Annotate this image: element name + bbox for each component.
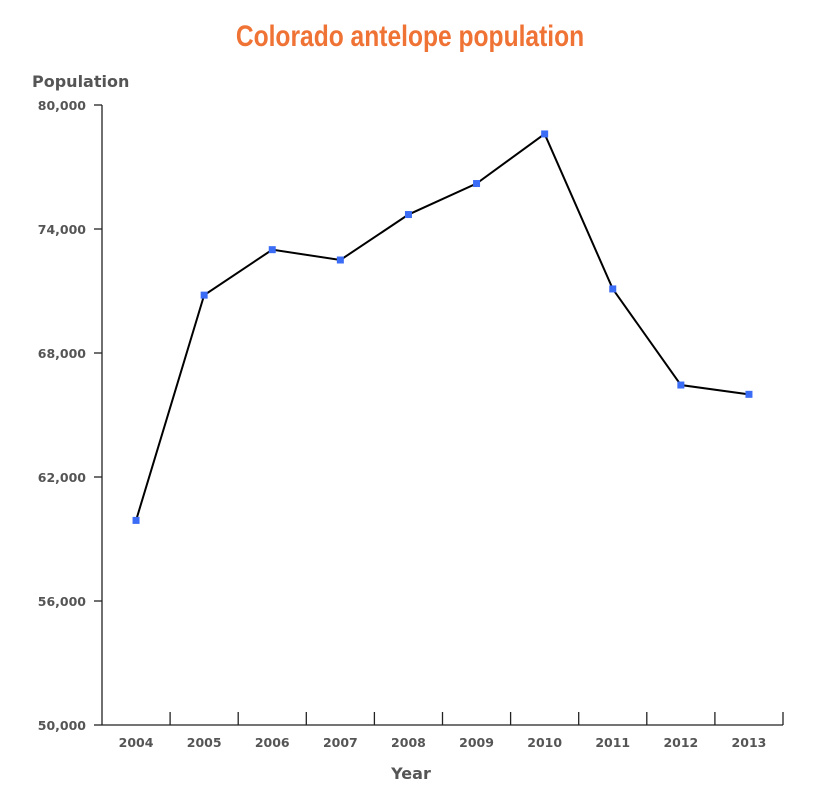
y-tick-label: 80,000	[38, 98, 87, 113]
data-point	[336, 256, 344, 264]
x-tick-label: 2008	[391, 735, 426, 750]
y-tick-label: 50,000	[38, 718, 87, 733]
x-tick-label: 2005	[187, 735, 222, 750]
data-point	[745, 390, 753, 398]
x-tick-label: 2004	[119, 735, 154, 750]
data-point	[132, 516, 140, 524]
chart-title: Colorado antelope population	[236, 19, 584, 53]
x-tick-label: 2007	[323, 735, 358, 750]
x-tick-label: 2010	[527, 735, 562, 750]
x-axis-label: Year	[390, 764, 431, 783]
series-line	[135, 132, 750, 521]
data-point	[200, 291, 208, 299]
y-axis-label: Population	[32, 72, 129, 91]
data-point	[404, 211, 412, 219]
x-tick-label: 2013	[732, 735, 767, 750]
x-tick-label: 2009	[459, 735, 494, 750]
x-tick-label: 2011	[595, 735, 630, 750]
data-point	[473, 180, 481, 188]
x-tick-label: 2006	[255, 735, 290, 750]
data-point	[541, 130, 549, 138]
y-tick-label: 68,000	[38, 346, 87, 361]
data-point	[677, 381, 685, 389]
data-point	[268, 246, 276, 254]
y-tick-label: 62,000	[38, 470, 87, 485]
x-tick-label: 2012	[663, 735, 698, 750]
y-tick-label: 74,000	[38, 222, 87, 237]
data-point	[609, 285, 617, 293]
y-tick-label: 56,000	[38, 594, 87, 609]
